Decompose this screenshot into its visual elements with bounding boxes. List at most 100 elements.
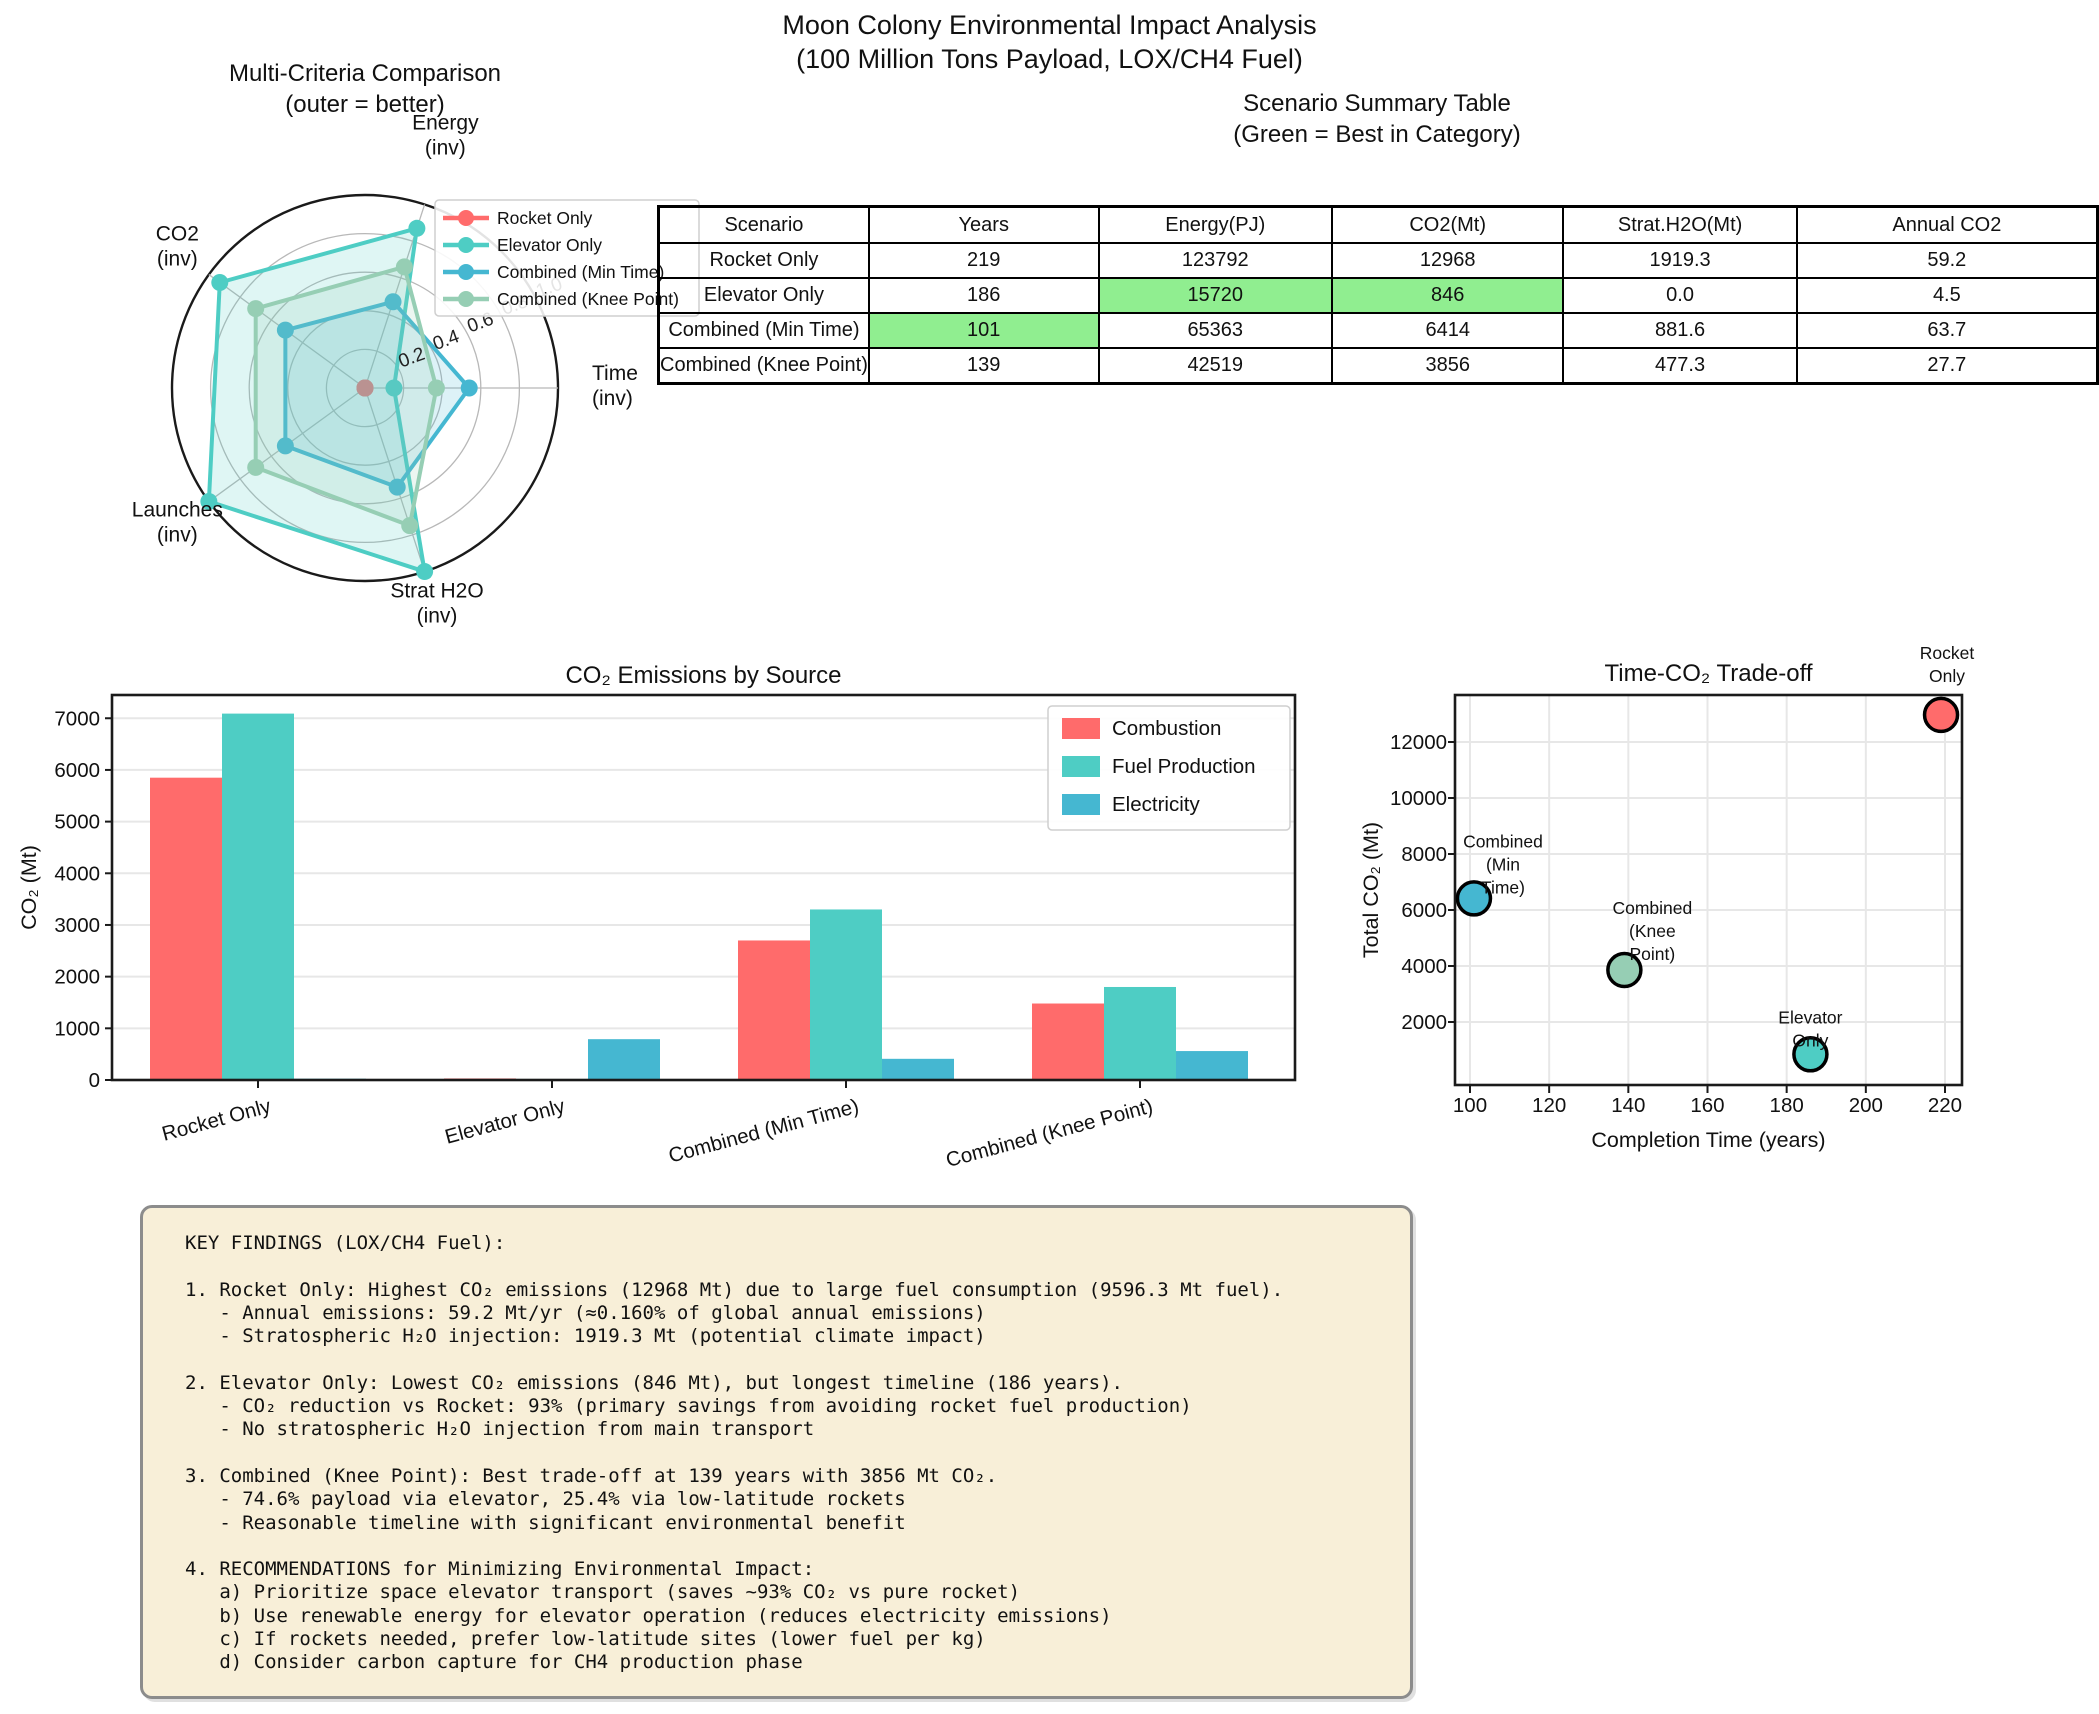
table-cell: 42519 — [1097, 347, 1333, 385]
radar-axis-label: Energy — [412, 112, 479, 135]
radar-marker-2 — [384, 293, 402, 311]
scatter-point-label: Only — [1792, 1030, 1828, 1050]
table-header-cell: CO2(Mt) — [1330, 205, 1565, 244]
table-cell: 219 — [867, 242, 1100, 279]
scatter-point-label: Combined — [1463, 831, 1543, 851]
radar-axis-label: (inv) — [157, 523, 198, 546]
summary-table-title: Scenario Summary Table (Green = Best in … — [857, 88, 1897, 150]
radar-legend: Rocket Only Elevator Only Combined (Min Ti… — [434, 199, 700, 317]
radar-axis-label: (inv) — [157, 248, 198, 271]
bar-xtick-label: Combined (Min Time) — [666, 1095, 861, 1168]
radar-legend-label: Combined (Knee Point) — [497, 289, 679, 309]
bar-ytick-label: 0 — [89, 1069, 100, 1092]
table-cell-best: 846 — [1330, 277, 1565, 314]
table-cell: Combined (Min Time) — [657, 312, 870, 349]
bar-ytick-label: 5000 — [54, 811, 100, 834]
radar-legend-label: Elevator Only — [497, 235, 602, 255]
scatter-point-combined-knee-point- — [1606, 951, 1643, 989]
bar-ylabel: CO₂ (Mt) — [17, 845, 41, 930]
bar-combined-knee-point--electricity — [1176, 1051, 1248, 1080]
radar-marker-2 — [388, 478, 406, 496]
table-header-cell: Years — [867, 205, 1100, 244]
scatter-xtick-label: 140 — [1611, 1094, 1645, 1117]
bar-ytick-label: 1000 — [54, 1017, 100, 1040]
figure-title-line1: Moon Colony Environmental Impact Analysi… — [782, 10, 1317, 40]
bar-ytick-label: 3000 — [54, 914, 100, 937]
bar-legend: Combustion Fuel Production Electricity — [1047, 705, 1291, 831]
bar-ytick-label: 2000 — [54, 966, 100, 989]
table-header-cell: Strat.H2O(Mt) — [1562, 205, 1798, 244]
radar-legend-marker — [458, 210, 474, 226]
radar-legend-label: Rocket Only — [497, 208, 593, 228]
key-findings-text: KEY FINDINGS (LOX/CH4 Fuel): 1. Rocket O… — [185, 1232, 1284, 1674]
scatter-xtick-label: 100 — [1453, 1094, 1487, 1117]
radar-chart-title: Multi-Criteria Comparison (outer = bette… — [85, 58, 645, 120]
radar-axis-label: (inv) — [425, 137, 466, 160]
table-cell: Rocket Only — [657, 242, 870, 279]
radar-marker-3 — [427, 379, 445, 397]
table-cell: 123792 — [1097, 242, 1333, 279]
scatter-xtick-label: 120 — [1532, 1094, 1566, 1117]
radar-series-3 — [253, 264, 439, 528]
figure-title-line2: (100 Million Tons Payload, LOX/CH4 Fuel) — [796, 44, 1303, 74]
table-row: Combined (Knee Point) 139 42519 3856 477.3 27… — [657, 347, 2099, 385]
scatter-point-label: Point) — [1630, 944, 1676, 964]
scatter-point-label: (Min — [1486, 854, 1520, 874]
bar-rocket-only-combustion — [150, 777, 222, 1080]
radar-legend-label: Combined (Min Time) — [497, 262, 664, 282]
radar-marker-2 — [276, 437, 294, 455]
bar-chart-title: CO₂ Emissions by Source — [565, 662, 842, 689]
table-cell: 186 — [867, 277, 1100, 314]
bar-combined-min-time--combustion — [738, 940, 810, 1080]
radar-marker-1 — [416, 563, 434, 581]
bar-combined-min-time--fuel-production — [810, 909, 882, 1080]
scatter-ytick-label: 4000 — [1401, 955, 1447, 978]
radar-axis-label: Strat H2O — [390, 580, 483, 603]
bar-legend-label: Combustion — [1112, 717, 1221, 740]
radar-marker-2 — [276, 321, 294, 339]
scatter-chart: 100 120 140 160 180 200 220 2000 4000 6000 8000 100… — [1359, 643, 1975, 1152]
bar-combined-knee-point--fuel-production — [1104, 986, 1176, 1080]
table-title-line2: (Green = Best in Category) — [1233, 121, 1521, 148]
radar-rtick-label: 0.4 — [430, 326, 462, 355]
radar-marker-1 — [200, 492, 218, 510]
table-cell: 65363 — [1097, 312, 1333, 349]
table-cell-best: 15720 — [1097, 277, 1333, 314]
table-cell-best: 101 — [867, 312, 1100, 349]
bar-plot-border — [110, 693, 1297, 1082]
scatter-plot-border — [1453, 693, 1964, 1087]
scatter-ytick-label: 8000 — [1401, 843, 1447, 866]
bar-legend-swatch — [1062, 794, 1100, 815]
radar-marker-3 — [401, 517, 419, 535]
scatter-point-elevator-only — [1792, 1036, 1829, 1073]
radar-axis-label: Launches — [132, 498, 223, 521]
table-cell: 4.5 — [1795, 277, 2099, 314]
radar-marker-1 — [408, 219, 426, 237]
radar-marker-3 — [247, 458, 265, 476]
bar-ytick-label: 6000 — [54, 759, 100, 782]
bar-xtick-label: Rocket Only — [159, 1094, 274, 1145]
scatter-xtick-label: 180 — [1770, 1094, 1804, 1117]
table-row: Elevator Only 186 15720 846 0.0 4.5 — [657, 277, 2099, 314]
radar-legend-marker — [458, 264, 474, 280]
bar-ytick-label: 7000 — [54, 707, 100, 730]
scatter-xtick-label: 160 — [1690, 1094, 1724, 1117]
bar-chart: 0 1000 2000 3000 4000 5000 6000 7000 Rocket Only… — [17, 693, 1297, 1172]
scatter-point-label: Combined — [1612, 898, 1692, 918]
key-findings-box: KEY FINDINGS (LOX/CH4 Fuel): 1. Rocket O… — [140, 1205, 1413, 1699]
radar-marker-3 — [395, 258, 413, 276]
scatter-ytick-label: 6000 — [1401, 899, 1447, 922]
scatter-point-rocket-only — [1922, 696, 1960, 734]
bar-xtick-label: Elevator Only — [442, 1094, 568, 1148]
bar-xtick-label: Combined (Knee Point) — [944, 1095, 1156, 1172]
scatter-point-label: (Knee — [1629, 921, 1676, 941]
bar-legend-box — [1047, 705, 1291, 831]
radar-marker-1 — [385, 379, 403, 397]
bar-legend-label: Fuel Production — [1112, 755, 1256, 778]
scatter-point-label: Elevator — [1778, 1007, 1842, 1027]
scatter-xlabel: Completion Time (years) — [1591, 1128, 1825, 1152]
table-cell: 139 — [867, 347, 1100, 385]
scatter-point-label: Rocket — [1920, 643, 1975, 663]
radar-axis-label: (inv) — [592, 387, 633, 410]
table-cell: 1919.3 — [1562, 242, 1798, 279]
